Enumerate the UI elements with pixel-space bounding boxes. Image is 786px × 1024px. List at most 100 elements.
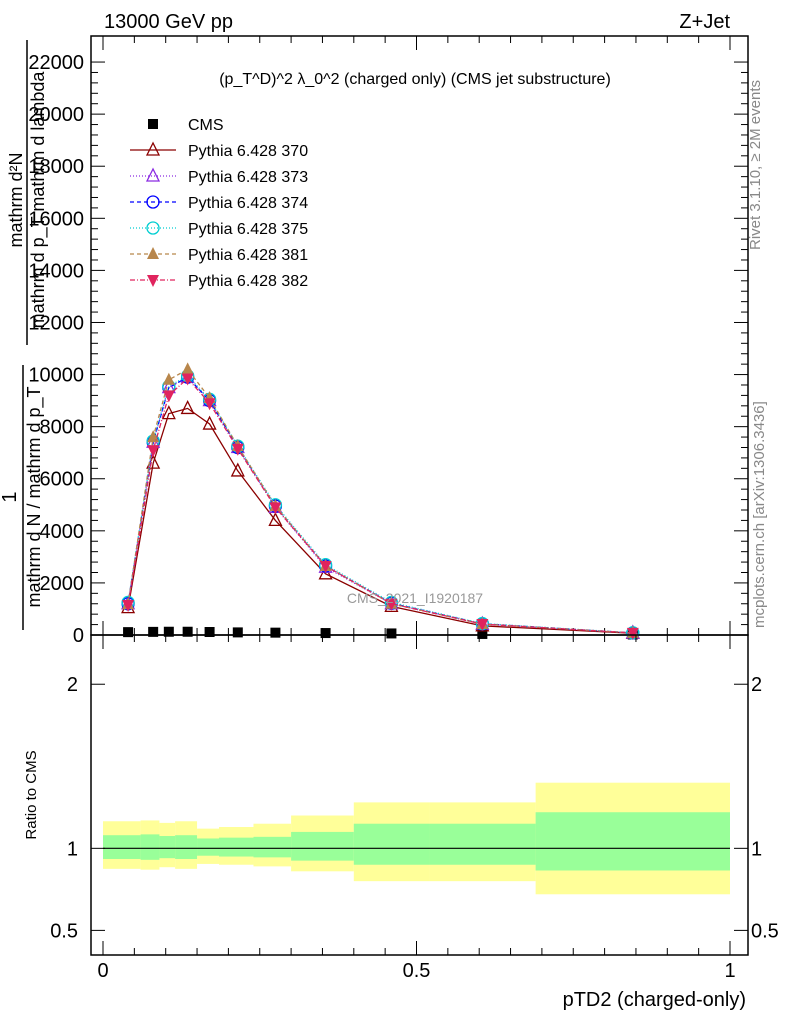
upper-ylabel: 1 mathrm d N / mathrm d p_T mathrm d²N m… — [0, 40, 49, 630]
data-point — [320, 628, 331, 639]
data-point — [163, 626, 174, 637]
upper-ytick-label: 4000 — [40, 521, 85, 543]
legend-label: Pythia 6.428 374 — [188, 195, 308, 212]
header-left: 13000 GeV pp — [104, 11, 233, 33]
series-line — [127, 368, 633, 634]
uncertainty-band-inner — [535, 812, 730, 871]
lower-ytick-label-right: 1 — [751, 838, 762, 860]
upper-ytick-label: 2000 — [40, 573, 85, 595]
xtick-label: 0.5 — [403, 960, 431, 982]
data-point — [181, 362, 194, 375]
data-point — [204, 627, 215, 638]
uncertainty-band-inner — [353, 823, 430, 865]
mcplots-label: mcplots.cern.ch [arXiv:1306.3436] — [751, 401, 768, 628]
legend-label: Pythia 6.428 381 — [188, 247, 308, 264]
uncertainty-band-inner — [159, 836, 176, 859]
analysis-watermark: CMS_2021_I1920187 — [347, 590, 483, 606]
lower-panel: 0.5 0.5 1 1 2 2 0 0.5 1 — [50, 634, 779, 982]
lower-ytick-label: 0.5 — [50, 920, 78, 942]
data-point — [203, 398, 216, 411]
data-point — [477, 628, 488, 639]
series-line — [127, 376, 633, 634]
header-right: Z+Jet — [679, 11, 730, 33]
data-point — [385, 598, 398, 611]
ylabel-denominator: mathrm d N / mathrm d p_T — [24, 386, 45, 607]
series-line — [127, 375, 633, 634]
legend: CMS Pythia 6.428 370 Pythia 6.428 373 Pythi… — [130, 117, 308, 290]
legend-marker — [145, 167, 161, 182]
xtick-label: 1 — [724, 960, 735, 982]
data-point — [162, 372, 175, 385]
legend-marker — [146, 221, 160, 235]
upper-ytick-label: 20000 — [28, 104, 84, 126]
legend-label: Pythia 6.428 375 — [188, 221, 308, 238]
xtick-label: 0 — [97, 960, 108, 982]
upper-ytick-label: 0 — [73, 625, 84, 647]
uncertainty-band-inner — [197, 838, 219, 856]
data-point — [181, 373, 194, 386]
uncertainty-band-inner — [291, 831, 354, 861]
data-point — [123, 627, 134, 638]
lower-frame — [90, 634, 749, 956]
legend-label: CMS — [188, 117, 224, 134]
uncertainty-band-inner — [103, 835, 141, 859]
series-line — [127, 407, 633, 634]
upper-ytick-label: 10000 — [28, 365, 84, 387]
upper-ytick-label: 14000 — [28, 260, 84, 282]
rivet-label: Rivet 3.1.10, ≥ 2M events — [747, 80, 764, 250]
upper-ytick-label: 16000 — [28, 208, 84, 230]
legend-label: Pythia 6.428 370 — [188, 143, 308, 160]
data-point — [269, 502, 282, 515]
data-point — [122, 600, 135, 613]
uncertainty-band-inner — [175, 835, 198, 859]
uncertainty-band-inner — [218, 837, 254, 857]
data-point — [232, 627, 243, 638]
data-point — [148, 626, 159, 637]
plot-title: (p_T^D)^2 λ_0^2 (charged only) (CMS jet … — [219, 71, 611, 88]
data-point — [230, 462, 245, 477]
data-point — [182, 626, 193, 637]
data-point — [476, 619, 489, 632]
data-point — [162, 390, 175, 403]
data-point — [268, 511, 283, 527]
uncertainty-band-inner — [429, 823, 536, 865]
legend-marker — [147, 247, 159, 259]
upper-ytick-label: 6000 — [40, 469, 85, 491]
upper-ytick-label: 8000 — [40, 417, 85, 439]
data-point — [319, 560, 332, 573]
series-line — [127, 377, 633, 634]
lower-ytick-label-right: 2 — [751, 674, 762, 696]
xlabel: pTD2 (charged-only) — [563, 989, 746, 1011]
data-point — [626, 627, 639, 640]
lower-ytick-label: 2 — [67, 674, 78, 696]
series-6 — [122, 373, 639, 640]
uncertainty-band-inner — [253, 836, 292, 858]
lower-ytick-label: 1 — [67, 838, 78, 860]
ylabel-top: mathrm d²N — [6, 152, 26, 247]
data-point — [386, 628, 397, 639]
upper-panel: 0 2000 4000 6000 8000 10000 12000 14000 16000 180… — [28, 35, 749, 647]
lower-ylabel: Ratio to CMS — [23, 750, 40, 839]
legend-marker — [147, 275, 159, 287]
legend-marker — [146, 195, 160, 209]
uncertainty-band-inner — [140, 834, 160, 860]
data-point — [147, 445, 160, 458]
legend-marker — [148, 119, 158, 129]
ylabel-bottom: mathrm d p_T mathrm d lambda — [28, 71, 49, 329]
upper-ytick-label: 18000 — [28, 156, 84, 178]
data-point — [180, 399, 195, 415]
data-point — [202, 415, 217, 430]
ylabel-one: 1 — [0, 491, 21, 502]
lower-ytick-label-right: 0.5 — [751, 920, 779, 942]
data-point — [270, 627, 281, 638]
upper-ytick-label: 22000 — [28, 52, 84, 74]
data-point — [231, 443, 244, 456]
plot-title-text: (p_T^D)^2 λ_0^2 (charged only) (CMS jet … — [219, 71, 611, 88]
legend-label: Pythia 6.428 373 — [188, 169, 308, 186]
data-point — [147, 430, 160, 443]
data-point — [161, 405, 176, 420]
upper-ytick-label: 12000 — [28, 312, 84, 334]
legend-marker — [145, 141, 161, 156]
legend-label: Pythia 6.428 382 — [188, 273, 308, 290]
